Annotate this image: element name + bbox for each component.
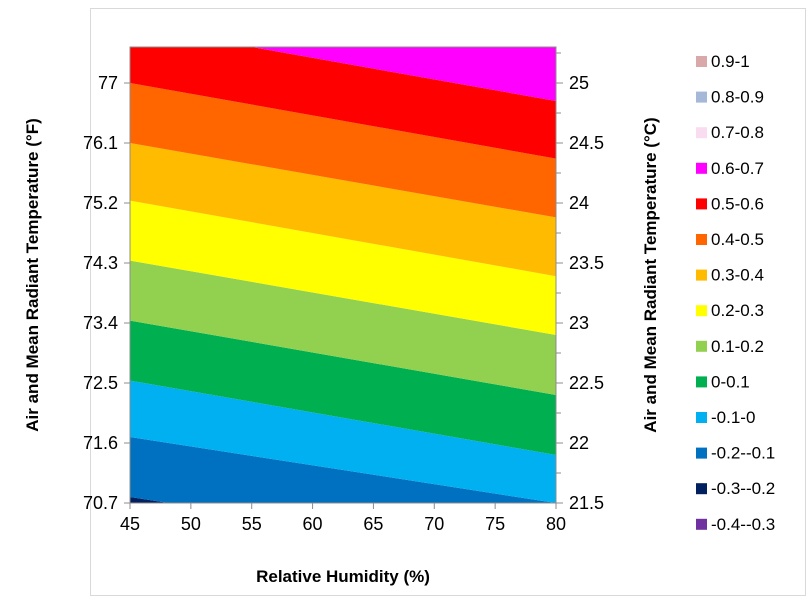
- contour-band: [130, 83, 556, 218]
- left-y-tick-label: 71.6: [83, 433, 118, 453]
- left-y-tick-label: 77: [98, 73, 118, 93]
- legend-swatch: [696, 234, 707, 245]
- left-y-axis-title: Air and Mean Radiant Temperature (°F): [23, 118, 42, 431]
- right-y-tick-label: 25: [569, 73, 589, 93]
- right-y-tick-label: 23.5: [569, 253, 604, 273]
- legend-label: 0-0.1: [711, 372, 750, 391]
- legend-swatch: [696, 269, 707, 281]
- left-y-tick-label: 70.7: [83, 493, 118, 513]
- legend-label: -0.1-0: [711, 408, 755, 427]
- x-tick-label: 70: [424, 514, 444, 534]
- contour-band: [130, 143, 556, 277]
- legend-swatch: [696, 518, 707, 530]
- legend-label: 0.5-0.6: [711, 194, 764, 213]
- right-y-tick-label: 24.5: [569, 133, 604, 153]
- legend-label: 0.1-0.2: [711, 337, 764, 356]
- legend-label: 0.4-0.5: [711, 230, 764, 249]
- x-tick-label: 50: [181, 514, 201, 534]
- contour-band: [130, 260, 556, 395]
- x-axis-ticks: 45 50 55 60 65 70 75 80: [120, 503, 566, 534]
- legend-swatch: [696, 127, 707, 139]
- contour-band: [251, 47, 556, 101]
- legend-swatch: [696, 483, 707, 495]
- contour-band: [130, 0, 556, 45]
- legend-label: -0.3--0.2: [711, 479, 775, 498]
- contour-band: [130, 200, 556, 335]
- legend-label: 0.9-1: [711, 52, 750, 71]
- legend-swatch: [696, 305, 707, 317]
- legend-swatch: [696, 376, 707, 388]
- right-y-tick-label: 24: [569, 193, 589, 213]
- right-y-tick-label: 22.5: [569, 373, 604, 393]
- x-axis-title: Relative Humidity (%): [256, 567, 430, 586]
- right-y-tick-label: 22: [569, 433, 589, 453]
- right-y-axis-ticks: 21.5 22 22.5 23 23.5 24 24.5 25: [556, 52, 604, 513]
- legend-swatch: [696, 412, 707, 423]
- legend-swatch: [696, 91, 707, 103]
- left-y-tick-label: 76.1: [83, 133, 118, 153]
- x-tick-label: 60: [303, 514, 323, 534]
- left-y-tick-label: 73.4: [83, 313, 118, 333]
- right-y-tick-label: 23: [569, 313, 589, 333]
- left-y-tick-label: 72.5: [83, 373, 118, 393]
- contour-band: [130, 380, 556, 503]
- legend-swatch: [696, 198, 707, 210]
- x-tick-label: 75: [485, 514, 505, 534]
- legend-label: 0.6-0.7: [711, 159, 764, 178]
- legend-label: 0.8-0.9: [711, 88, 764, 107]
- x-tick-label: 55: [242, 514, 262, 534]
- contour-band: [130, 47, 556, 159]
- legend-label: 0.7-0.8: [711, 123, 764, 142]
- left-y-tick-label: 75.2: [83, 193, 118, 213]
- contour-band: [130, 497, 169, 503]
- x-tick-label: 80: [546, 514, 566, 534]
- left-y-axis-ticks: 70.7 71.6 72.5 73.4 74.3 75.2 76.1 77: [83, 73, 130, 513]
- legend: 0.9-1 0.8-0.9 0.7-0.8 0.6-0.7 0.5-0.6 0.4-0.5…: [696, 52, 775, 534]
- x-tick-label: 45: [120, 514, 140, 534]
- contour-bands: [130, 0, 556, 503]
- plot-area-border: [129, 46, 557, 504]
- legend-label: 0.3-0.4: [711, 266, 764, 285]
- legend-label: -0.4--0.3: [711, 515, 775, 534]
- legend-label: 0.2-0.3: [711, 301, 764, 320]
- x-tick-label: 65: [363, 514, 383, 534]
- right-y-axis-title: Air and Mean Radiant Temperature (°C): [641, 117, 660, 432]
- legend-swatch: [696, 340, 707, 352]
- legend-swatch: [696, 447, 707, 459]
- right-y-tick-label: 21.5: [569, 493, 604, 513]
- legend-swatch: [696, 56, 707, 67]
- legend-swatch: [696, 162, 707, 174]
- legend-label: -0.2--0.1: [711, 444, 775, 463]
- contour-band: [130, 320, 556, 455]
- left-y-tick-label: 74.3: [83, 253, 118, 273]
